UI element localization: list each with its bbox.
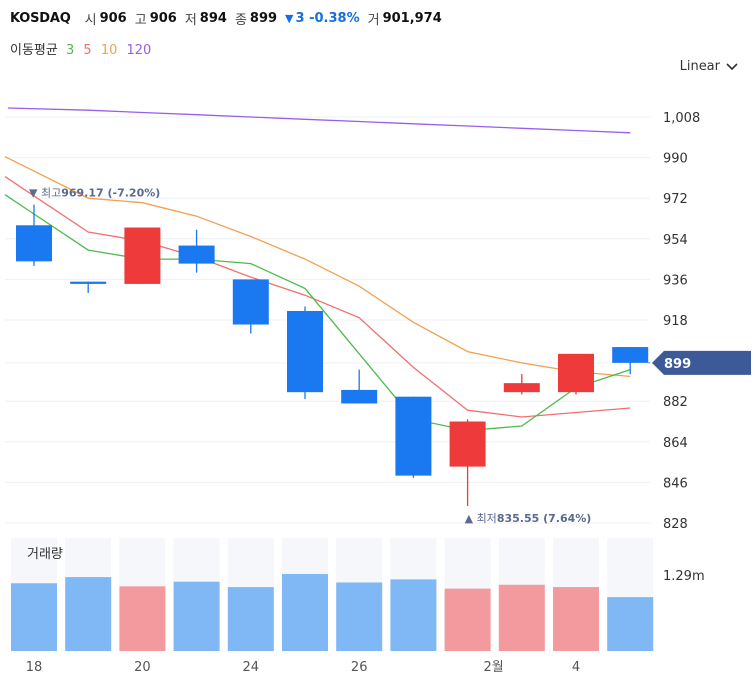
annotations: ▼ 최고969.17 (-7.20%) ▲ 최저835.55 (7.64%): [29, 187, 591, 525]
y-tick-label: 954: [663, 233, 688, 248]
moving-average-label: 이동평균: [10, 43, 58, 58]
y-tick-label: 882: [663, 395, 688, 410]
quote-header: KOSDAQ 시 906 고 906 저 894 종 899 ▼ 3 -0.38%…: [10, 8, 450, 28]
candle: [124, 227, 161, 284]
y-tick-label: 846: [663, 476, 688, 491]
volume-bar: [336, 582, 383, 651]
price-tag-shape: [652, 350, 751, 375]
candle-body: [558, 353, 594, 393]
moving-average-legend: 이동평균 3 5 10 120: [10, 39, 156, 58]
candle-body: [70, 281, 107, 284]
volume-bars: [11, 574, 654, 651]
change-value: 3: [295, 10, 305, 26]
candle: [341, 369, 378, 404]
low-value: 894: [199, 10, 227, 26]
scale-selector-label: Linear: [679, 59, 720, 74]
candle: [558, 353, 594, 395]
ma-period-120[interactable]: 120: [126, 43, 152, 58]
candle-body: [16, 225, 52, 262]
ma-period-5[interactable]: 5: [83, 43, 92, 58]
candle: [287, 306, 323, 399]
moving-average-lines: [4, 107, 631, 432]
ma3-line: [4, 194, 631, 432]
change-group: ▼ 3 -0.38%: [285, 11, 360, 26]
volume-bar: [227, 587, 274, 651]
candle-body: [503, 383, 540, 393]
candle: [16, 204, 52, 266]
volume-label: 거: [367, 12, 380, 28]
volume-axis-label: 1.29m: [663, 569, 705, 584]
y-axis: 1,008 990 972 954 936 918 899 882 864 846 828 1.29m: [663, 111, 705, 584]
candle-body: [287, 310, 323, 393]
volume-bar: [282, 574, 328, 651]
x-tick-label: 26: [351, 660, 368, 675]
candle: [449, 419, 486, 506]
volume-bar: [173, 581, 220, 651]
close-label: 종: [234, 12, 247, 28]
candle: [612, 347, 649, 375]
volume-bar: [444, 588, 491, 651]
volume-value: 901,974: [382, 10, 442, 26]
candle: [503, 374, 540, 395]
volume-bar: [65, 577, 112, 651]
y-tick-label: 918: [663, 314, 688, 329]
candle: [395, 396, 432, 478]
volume-panel-label: 거래량: [27, 547, 63, 562]
x-tick-label: 2월: [483, 660, 503, 675]
y-tick-label: 828: [663, 517, 688, 532]
price-tag-text: 899: [664, 357, 691, 372]
candles: [16, 204, 649, 506]
high-value: 906: [149, 10, 177, 26]
volume-bar: [553, 587, 599, 651]
x-tick-label: 4: [572, 660, 580, 675]
open-label: 시: [84, 12, 97, 28]
low-label: 저: [184, 12, 197, 28]
x-axis: 18 20 24 26 2월 4: [26, 660, 580, 675]
open-value: 906: [99, 10, 127, 26]
candle-body: [232, 279, 269, 325]
ma10-line: [4, 156, 631, 378]
volume-bar: [119, 586, 166, 651]
chevron-down-icon: [726, 62, 738, 70]
y-tick-label: 1,008: [663, 111, 700, 126]
candle-body: [612, 347, 649, 363]
volume-bar: [11, 583, 57, 651]
close-value: 899: [249, 10, 278, 26]
y-tick-label: 936: [663, 273, 688, 288]
volume-bar: [390, 579, 437, 651]
down-arrow-icon: ▼: [285, 11, 294, 25]
ma-period-3[interactable]: 3: [65, 43, 75, 58]
candle: [178, 229, 215, 273]
candle-body: [341, 389, 378, 404]
ma5-line: [4, 176, 631, 418]
volume-bar: [498, 584, 545, 651]
grid-lines: [5, 116, 650, 524]
candle-body: [449, 421, 486, 467]
x-tick-label: 20: [134, 660, 151, 675]
y-tick-label: 864: [663, 436, 688, 451]
y-tick-label: 972: [663, 192, 688, 207]
current-price-tag: 899: [648, 350, 751, 375]
change-percent: -0.38%: [309, 10, 360, 26]
candle-body: [124, 227, 161, 284]
ma-period-10[interactable]: 10: [100, 43, 118, 58]
symbol-name: KOSDAQ: [10, 10, 71, 26]
volume-bar: [607, 597, 654, 651]
high-annotation: ▼ 최고969.17 (-7.20%): [29, 187, 160, 200]
high-label: 고: [134, 12, 147, 28]
candle: [232, 279, 269, 334]
candle-body: [395, 396, 432, 476]
scale-selector[interactable]: Linear: [680, 59, 738, 74]
ma120-line: [7, 107, 631, 134]
low-annotation: ▲ 최저835.55 (7.64%): [465, 512, 592, 525]
candle: [70, 281, 107, 293]
x-tick-label: 18: [26, 660, 43, 675]
candle-body: [178, 245, 215, 264]
x-tick-label: 24: [243, 660, 260, 675]
y-tick-label: 990: [663, 152, 688, 167]
